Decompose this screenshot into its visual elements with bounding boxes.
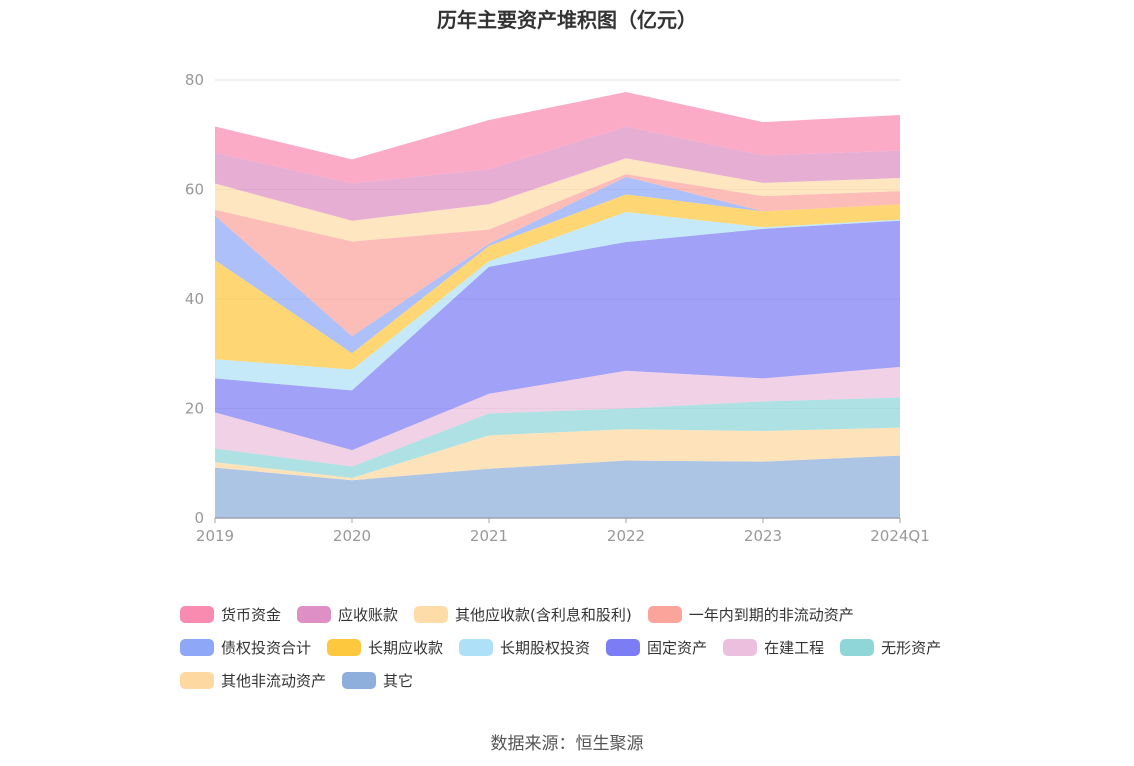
legend-label: 无形资产: [881, 639, 942, 657]
legend-item[interactable]: 长期应收款: [327, 637, 443, 658]
area-series: [215, 92, 900, 518]
legend-row: 货币资金 应收账款 其他应收款(含利息和股利) 一年内到期的非流动资产: [180, 598, 980, 631]
legend-label: 固定资产: [647, 639, 708, 657]
legend-label: 应收账款: [338, 606, 399, 624]
legend-label: 债权投资合计: [221, 639, 312, 657]
legend-swatch: [180, 672, 214, 689]
legend-item[interactable]: 应收账款: [297, 604, 398, 625]
legend: 货币资金 应收账款 其他应收款(含利息和股利) 一年内到期的非流动资产 债权投资合计 长…: [180, 598, 980, 697]
area-series-长期应收款[interactable]: [215, 194, 900, 370]
area-series-无形资产[interactable]: [215, 397, 900, 479]
area-series-一年内到期的非流动资产[interactable]: [215, 174, 900, 337]
stacked-area-chart: 0 20 40 60 80 2019 2020 2021 2022 2023 2024Q1: [185, 71, 930, 545]
y-tick-label: 60: [185, 181, 204, 199]
legend-swatch: [414, 606, 449, 623]
y-tick-label: 40: [185, 290, 204, 308]
chart-title: 历年主要资产堆积图（亿元）: [437, 8, 697, 32]
legend-item[interactable]: 其他非流动资产: [180, 670, 326, 691]
y-tick-label: 0: [194, 509, 204, 527]
x-tick-label: 2021: [470, 527, 508, 545]
legend-swatch: [297, 606, 332, 623]
legend-label: 长期股权投资: [500, 639, 591, 657]
legend-item[interactable]: 一年内到期的非流动资产: [647, 604, 854, 625]
y-tick-label: 20: [185, 400, 204, 418]
legend-label: 其他应收款(含利息和股利): [455, 606, 632, 624]
x-tick-label: 2020: [333, 527, 371, 545]
legend-label: 其他非流动资产: [221, 672, 327, 690]
x-tick-label: 2022: [607, 527, 645, 545]
legend-item[interactable]: 长期股权投资: [459, 637, 590, 658]
legend-swatch: [459, 639, 494, 656]
legend-row: 其他非流动资产 其它: [180, 664, 980, 697]
legend-row: 债权投资合计 长期应收款 长期股权投资 固定资产 在建工程 无形资产: [180, 631, 980, 664]
legend-item[interactable]: 无形资产: [840, 637, 941, 658]
legend-swatch: [342, 672, 377, 689]
legend-label: 长期应收款: [368, 639, 444, 657]
legend-swatch: [180, 606, 214, 623]
legend-item[interactable]: 在建工程: [723, 637, 824, 658]
area-series-在建工程[interactable]: [215, 366, 900, 467]
area-series-长期股权投资[interactable]: [215, 211, 900, 391]
legend-item[interactable]: 货币资金: [180, 604, 281, 625]
legend-label: 货币资金: [221, 606, 282, 624]
legend-label: 在建工程: [764, 639, 825, 657]
legend-label: 其它: [383, 672, 414, 690]
legend-swatch: [327, 639, 362, 656]
legend-label: 一年内到期的非流动资产: [688, 606, 854, 624]
legend-swatch: [840, 639, 875, 656]
area-series-债权投资合计[interactable]: [215, 176, 900, 354]
legend-item[interactable]: 固定资产: [606, 637, 707, 658]
axes: 0 20 40 60 80 2019 2020 2021 2022 2023 2024Q1: [185, 71, 930, 545]
y-tick-label: 80: [185, 71, 204, 89]
legend-swatch: [180, 639, 214, 656]
area-series-其他应收款(含利息和股利)[interactable]: [215, 158, 900, 242]
legend-swatch: [647, 606, 682, 623]
x-tick-label: 2024Q1: [870, 527, 930, 545]
legend-item[interactable]: 其他应收款(含利息和股利): [414, 604, 632, 625]
legend-swatch: [606, 639, 641, 656]
area-series-应收账款[interactable]: [215, 126, 900, 221]
legend-swatch: [723, 639, 758, 656]
area-series-固定资产[interactable]: [215, 220, 900, 451]
area-series-货币资金[interactable]: [215, 92, 900, 184]
area-series-其他非流动资产[interactable]: [215, 427, 900, 481]
x-tick-label: 2019: [196, 527, 234, 545]
data-source: 数据来源：恒生聚源: [490, 734, 644, 754]
area-series-其它[interactable]: [215, 455, 900, 518]
x-tick-label: 2023: [744, 527, 782, 545]
legend-item[interactable]: 其它: [342, 670, 413, 691]
legend-item[interactable]: 债权投资合计: [180, 637, 311, 658]
